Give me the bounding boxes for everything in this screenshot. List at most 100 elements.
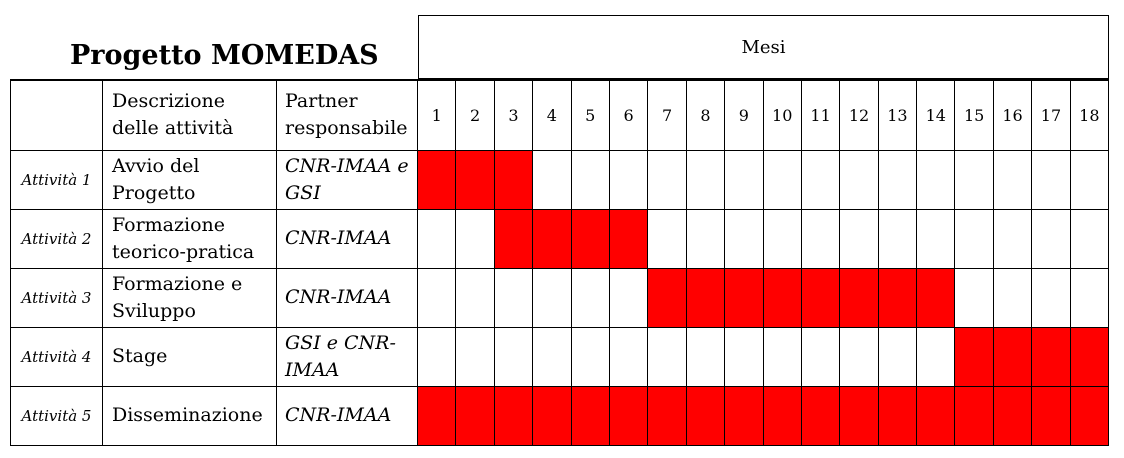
gantt-bar-cell — [570, 208, 610, 269]
activity-partner: CNR-IMAA — [276, 208, 418, 269]
gantt-empty-cell — [570, 326, 610, 387]
month-header-1: 1 — [416, 79, 457, 151]
gantt-empty-cell — [1031, 208, 1071, 269]
partner-column-header: Partner responsabile — [276, 79, 418, 151]
gantt-empty-cell — [724, 149, 764, 210]
activity-description: Disseminazione — [102, 385, 277, 446]
gantt-bar-cell — [916, 267, 956, 328]
gantt-bar-cell — [992, 326, 1033, 387]
gantt-bar-cell — [839, 385, 879, 446]
gantt-empty-cell — [685, 208, 726, 269]
gantt-bar-cell — [416, 149, 457, 210]
gantt-empty-cell — [1069, 208, 1110, 269]
month-header-6: 6 — [608, 79, 649, 151]
activity-description: Avvio del Progetto — [102, 149, 277, 210]
gantt-bar-cell — [416, 385, 457, 446]
month-header-9: 9 — [724, 79, 764, 151]
gantt-empty-cell — [916, 326, 956, 387]
gantt-empty-cell — [762, 149, 802, 210]
activity-description: Stage — [102, 326, 277, 387]
gantt-bar-cell — [608, 385, 649, 446]
gantt-bar-cell — [493, 149, 534, 210]
gantt-empty-cell — [1069, 267, 1110, 328]
month-header-12: 12 — [839, 79, 879, 151]
gantt-bar-cell — [877, 267, 918, 328]
activity-column-header — [10, 79, 103, 151]
month-header-4: 4 — [532, 79, 572, 151]
gantt-bar-cell — [724, 385, 764, 446]
gantt-bar-cell — [570, 385, 610, 446]
activity-label: Attività 2 — [10, 208, 103, 269]
gantt-bar-cell — [1069, 326, 1110, 387]
gantt-bar-cell — [455, 385, 495, 446]
gantt-empty-cell — [800, 208, 841, 269]
gantt-bar-cell — [724, 267, 764, 328]
gantt-empty-cell — [532, 149, 572, 210]
activity-row: Attività 3 Formazione e Sviluppo CNR-IMAA — [10, 267, 1110, 328]
gantt-empty-cell — [570, 149, 610, 210]
header-row: Descrizione delle attività Partner respo… — [10, 79, 1110, 151]
month-header-14: 14 — [916, 79, 956, 151]
activity-label: Attività 3 — [10, 267, 103, 328]
gantt-empty-cell — [877, 149, 918, 210]
gantt-empty-cell — [839, 208, 879, 269]
activity-label: Attività 1 — [10, 149, 103, 210]
gantt-empty-cell — [762, 208, 802, 269]
activity-partner: CNR-IMAA — [276, 385, 418, 446]
gantt-empty-cell — [954, 149, 994, 210]
gantt-empty-cell — [608, 267, 649, 328]
gantt-bar-cell — [685, 385, 726, 446]
gantt-empty-cell — [839, 326, 879, 387]
gantt-bar-cell — [532, 385, 572, 446]
gantt-bar-cell — [1069, 385, 1110, 446]
gantt-empty-cell — [1069, 149, 1110, 210]
gantt-empty-cell — [762, 326, 802, 387]
month-header-15: 15 — [954, 79, 994, 151]
activity-row: Attività 4 Stage GSI e CNR-IMAA — [10, 326, 1110, 387]
gantt-empty-cell — [532, 267, 572, 328]
gantt-empty-cell — [992, 267, 1033, 328]
gantt-empty-cell — [916, 208, 956, 269]
gantt-empty-cell — [800, 326, 841, 387]
month-header-16: 16 — [992, 79, 1033, 151]
gantt-empty-cell — [455, 267, 495, 328]
gantt-empty-cell — [992, 208, 1033, 269]
gantt-empty-cell — [954, 208, 994, 269]
month-header-7: 7 — [647, 79, 687, 151]
month-header-8: 8 — [685, 79, 726, 151]
gantt-empty-cell — [455, 208, 495, 269]
gantt-empty-cell — [992, 149, 1033, 210]
activity-row: Attività 2 Formazione teorico-pratica CNR-… — [10, 208, 1110, 269]
month-header-17: 17 — [1031, 79, 1071, 151]
gantt-empty-cell — [416, 208, 457, 269]
gantt-body: Attività 1 Avvio del Progetto CNR-IMAA e G… — [10, 149, 1110, 446]
gantt-empty-cell — [916, 149, 956, 210]
gantt-bar-cell — [1031, 326, 1071, 387]
gantt-empty-cell — [532, 326, 572, 387]
gantt-bar-cell — [839, 267, 879, 328]
gantt-empty-cell — [647, 326, 687, 387]
gantt-empty-cell — [570, 267, 610, 328]
gantt-bar-cell — [1031, 385, 1071, 446]
gantt-empty-cell — [800, 149, 841, 210]
month-header-5: 5 — [570, 79, 610, 151]
gantt-empty-cell — [647, 149, 687, 210]
gantt-empty-cell — [493, 326, 534, 387]
gantt-empty-cell — [877, 326, 918, 387]
gantt-bar-cell — [455, 149, 495, 210]
page-title: Progetto MOMEDAS — [70, 40, 379, 71]
gantt-empty-cell — [685, 326, 726, 387]
gantt-bar-cell — [532, 208, 572, 269]
activity-partner: CNR-IMAA — [276, 267, 418, 328]
gantt-bar-cell — [685, 267, 726, 328]
activity-description: Formazione teorico-pratica — [102, 208, 277, 269]
activity-row: Attività 5 Disseminazione CNR-IMAA — [10, 385, 1110, 446]
gantt-empty-cell — [608, 326, 649, 387]
gantt-empty-cell — [839, 149, 879, 210]
gantt-bar-cell — [954, 385, 994, 446]
month-header-13: 13 — [877, 79, 918, 151]
gantt-bar-cell — [493, 208, 534, 269]
gantt-bar-cell — [800, 385, 841, 446]
gantt-empty-cell — [416, 326, 457, 387]
activity-description: Formazione e Sviluppo — [102, 267, 277, 328]
